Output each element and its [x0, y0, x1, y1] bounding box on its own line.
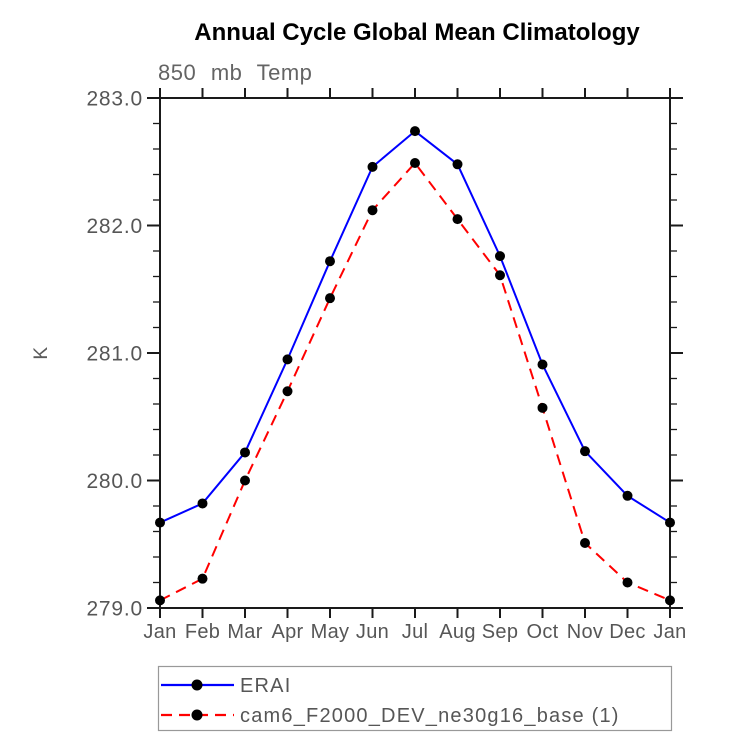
plot-area: 279.0 280.0 281.0 282.0 283.0 Jan Feb Mar Apr May…	[86, 87, 686, 643]
x-tick-label: Apr	[271, 621, 303, 643]
x-tick-label: Oct	[526, 621, 558, 643]
data-point-marker	[282, 386, 293, 397]
data-point-marker	[665, 595, 675, 606]
series-line-cam6	[159, 161, 671, 602]
y-tick-label: 281.0	[86, 342, 143, 365]
y-tick-label: 283.0	[86, 87, 143, 110]
x-tick-label: Jul	[402, 621, 428, 643]
legend-marker	[191, 679, 203, 691]
data-point-marker	[197, 573, 208, 584]
y-tick-label: 282.0	[86, 215, 143, 238]
legend-marker	[191, 709, 203, 721]
legend-label: ERAI	[240, 675, 291, 697]
legend-row: cam6_F2000_DEV_ne30g16_base (1)	[161, 705, 620, 727]
x-tick-label: Nov	[567, 621, 603, 643]
data-point-marker	[665, 517, 675, 528]
chart-subtitle: 850 mb Temp	[158, 60, 312, 85]
x-tick-label: Jan	[143, 621, 176, 643]
x-tick-label: Mar	[227, 621, 262, 643]
data-point-marker	[452, 159, 463, 170]
data-point-marker	[580, 537, 590, 548]
data-point-marker	[537, 402, 548, 413]
data-point-marker	[410, 158, 420, 169]
legend-label: cam6_F2000_DEV_ne30g16_base (1)	[240, 705, 620, 727]
data-point-marker	[495, 251, 505, 262]
data-point-marker	[282, 354, 293, 365]
legend-row: ERAI	[161, 675, 291, 697]
x-tick-label: Dec	[609, 621, 645, 643]
series-line-erai	[159, 129, 671, 524]
legend-box	[157, 665, 673, 732]
data-point-marker	[622, 490, 633, 501]
data-point-marker	[325, 293, 335, 304]
data-point-marker	[155, 595, 165, 606]
data-point-marker	[155, 517, 165, 528]
x-tick-label: Jun	[356, 621, 389, 643]
data-point-marker	[367, 161, 378, 172]
y-axis-title: K	[31, 346, 52, 359]
chart-title: Annual Cycle Global Mean Climatology	[194, 19, 640, 46]
y-tick-label: 280.0	[86, 470, 143, 493]
legend: ERAI cam6_F2000_DEV_ne30g16_base (1)	[157, 665, 673, 732]
data-point-marker	[240, 447, 250, 458]
data-point-marker	[537, 359, 548, 370]
data-point-marker	[622, 577, 633, 588]
data-point-marker	[240, 475, 250, 486]
data-point-marker	[452, 214, 463, 225]
data-point-marker	[495, 270, 505, 281]
data-point-marker	[580, 446, 590, 457]
x-tick-label: Feb	[185, 621, 220, 643]
data-point-marker	[367, 205, 378, 216]
data-point-marker	[410, 126, 420, 137]
x-tick-label: Jan	[653, 621, 686, 643]
data-point-marker	[325, 256, 335, 267]
x-tick-label: Sep	[482, 621, 519, 643]
y-tick-label: 279.0	[86, 597, 143, 620]
x-tick-label: May	[311, 621, 350, 643]
x-tick-label: Aug	[439, 621, 476, 643]
plot-frame	[159, 97, 671, 609]
data-point-marker	[197, 498, 208, 509]
